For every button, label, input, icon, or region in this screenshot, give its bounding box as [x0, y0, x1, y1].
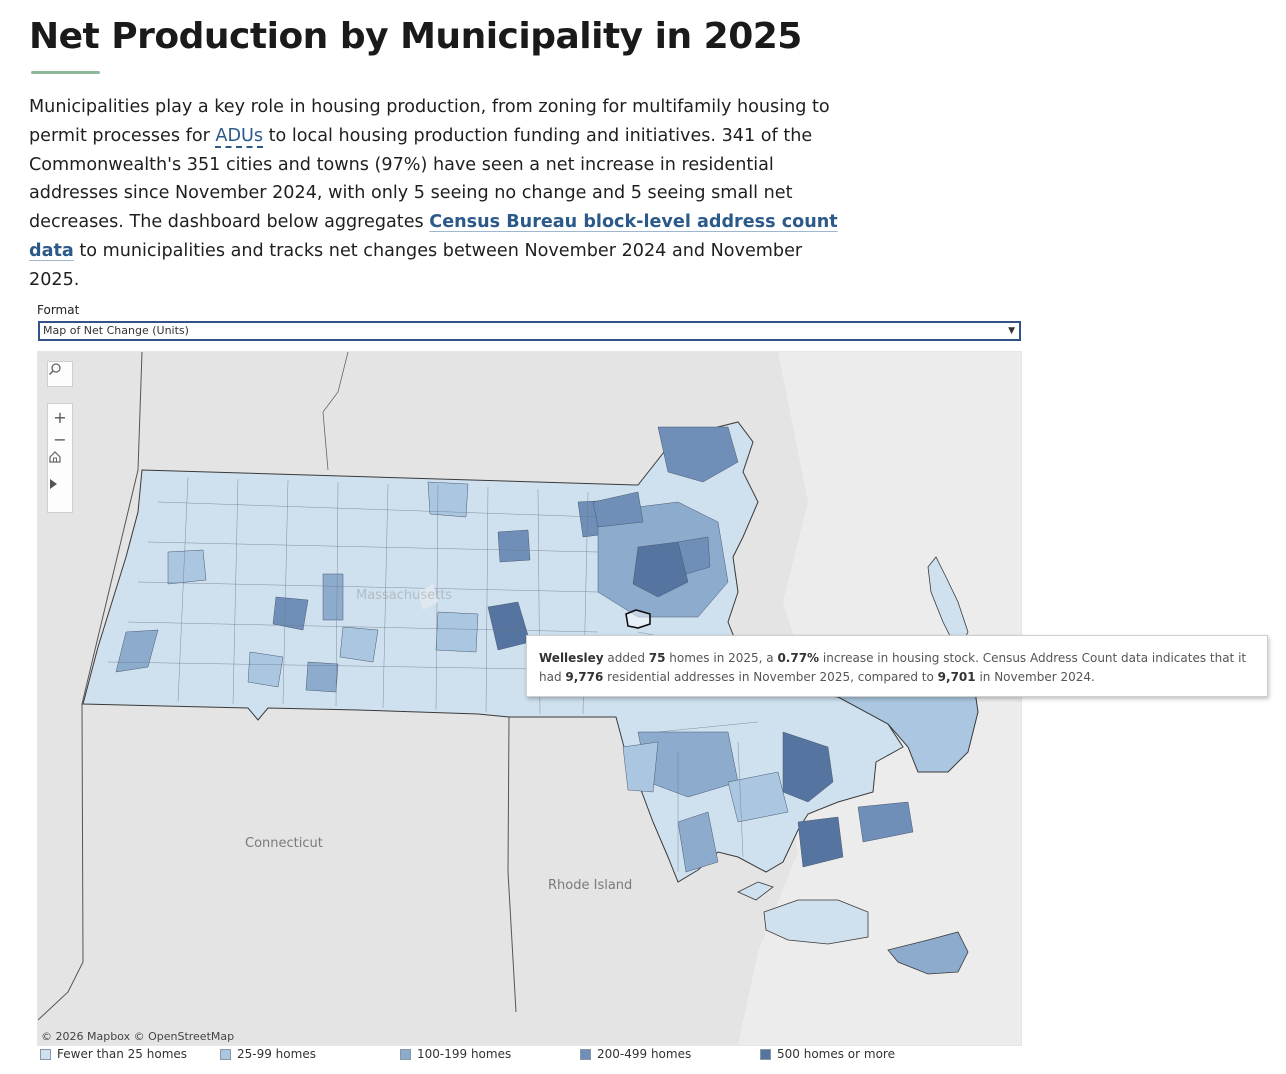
- town-block[interactable]: [622, 741, 659, 793]
- tooltip-percent: 0.77%: [777, 651, 820, 665]
- plymouth[interactable]: [782, 731, 834, 803]
- town-block[interactable]: [727, 771, 789, 823]
- legend-label: Fewer than 25 homes: [57, 1047, 188, 1061]
- search-icon[interactable]: [47, 361, 73, 387]
- legend-swatch: [220, 1048, 231, 1060]
- format-select[interactable]: Map of Net Change (Units) ▼: [38, 321, 1021, 341]
- legend-label: 500 homes or more: [777, 1047, 895, 1061]
- town-block[interactable]: [115, 629, 159, 673]
- town-block[interactable]: [272, 596, 309, 631]
- legend-label: 25-99 homes: [237, 1047, 316, 1061]
- town-block[interactable]: [247, 651, 284, 688]
- intro-text-3: to municipalities and tracks net changes…: [29, 240, 803, 290]
- format-label: Format: [37, 303, 80, 317]
- adu-abbreviation[interactable]: ADUs: [215, 125, 264, 146]
- play-icon[interactable]: [48, 478, 72, 500]
- town-block[interactable]: [677, 811, 719, 873]
- tooltip-text: added: [603, 651, 649, 665]
- map-attribution[interactable]: © 2026 Mapbox © OpenStreetMap: [41, 1030, 235, 1043]
- town-block[interactable]: [497, 529, 531, 563]
- outer-cape[interactable]: [927, 556, 969, 653]
- legend-item-25-99[interactable]: 25-99 homes: [220, 1047, 316, 1061]
- page-title: Net Production by Municipality in 2025: [29, 16, 802, 57]
- tooltip-text: homes in 2025, a: [665, 651, 778, 665]
- zoom-out-icon[interactable]: −: [53, 429, 67, 449]
- town-block[interactable]: [339, 626, 379, 663]
- tooltip-text: increase in housing stock. Census Addres…: [539, 651, 1247, 684]
- legend-item-500-plus[interactable]: 500 homes or more: [760, 1047, 895, 1061]
- map-legend: Fewer than 25 homes 25-99 homes 100-199 …: [40, 1047, 1020, 1063]
- legend-label: 100-199 homes: [417, 1047, 512, 1061]
- format-select-value: Map of Net Change (Units): [43, 324, 189, 337]
- home-icon[interactable]: [48, 450, 72, 472]
- legend-item-100-199[interactable]: 100-199 homes: [400, 1047, 511, 1061]
- census-data-link[interactable]: Census Bureau block-level address count …: [29, 212, 838, 261]
- label-massachusetts: Massachusetts: [356, 588, 453, 603]
- elizabeth-islands: [737, 881, 774, 901]
- marthas-vineyard[interactable]: [763, 899, 869, 945]
- title-underline: [31, 71, 100, 74]
- town-block[interactable]: [167, 549, 207, 585]
- ct-ri-border: [507, 716, 517, 1013]
- tooltip-town: Wellesley: [539, 651, 604, 665]
- ny-border: [38, 352, 143, 1021]
- town-block[interactable]: [322, 573, 344, 621]
- tooltip-addresses-2025: 9,776: [565, 670, 604, 684]
- reservoir: [418, 584, 438, 610]
- map-view[interactable]: Massachusetts Connecticut Rhode Island +…: [37, 351, 1022, 1046]
- town-block[interactable]: [592, 491, 644, 528]
- town-block[interactable]: [657, 426, 739, 483]
- tooltip-text: residential addresses in November 2025, …: [603, 670, 938, 684]
- chevron-down-icon: ▼: [1008, 326, 1015, 336]
- map-zoom-controls: + −: [47, 403, 73, 513]
- tooltip-homes: 75: [648, 651, 666, 665]
- town-block[interactable]: [435, 611, 479, 653]
- map-tooltip: Wellesley added 75 homes in 2025, a 0.77…: [526, 635, 1268, 697]
- town-block[interactable]: [857, 801, 914, 843]
- legend-item-200-499[interactable]: 200-499 homes: [580, 1047, 691, 1061]
- legend-item-under-25[interactable]: Fewer than 25 homes: [40, 1047, 187, 1061]
- vt-nh-border: [322, 352, 349, 471]
- intro-paragraph: Municipalities play a key role in housin…: [29, 93, 839, 295]
- intro-text-2: to local housing production funding and …: [29, 125, 813, 233]
- legend-swatch: [580, 1048, 591, 1060]
- tooltip-text: in November 2024.: [975, 670, 1095, 684]
- legend-label: 200-499 homes: [597, 1047, 692, 1061]
- legend-swatch: [40, 1048, 51, 1060]
- intro-text-1: Municipalities play a key role in housin…: [29, 97, 830, 146]
- legend-swatch: [400, 1048, 411, 1060]
- nantucket[interactable]: [887, 931, 969, 975]
- town-block[interactable]: [677, 536, 711, 575]
- map-canvas[interactable]: [38, 352, 1021, 1045]
- tooltip-addresses-2024: 9,701: [937, 670, 976, 684]
- wellesley-highlight[interactable]: [625, 609, 651, 629]
- label-rhode-island: Rhode Island: [548, 878, 633, 893]
- boston-core[interactable]: [632, 541, 689, 598]
- legend-swatch: [760, 1048, 771, 1060]
- barnstable[interactable]: [797, 816, 844, 868]
- zoom-in-icon[interactable]: +: [53, 407, 67, 427]
- town-block[interactable]: [305, 661, 339, 693]
- label-connecticut: Connecticut: [245, 836, 323, 851]
